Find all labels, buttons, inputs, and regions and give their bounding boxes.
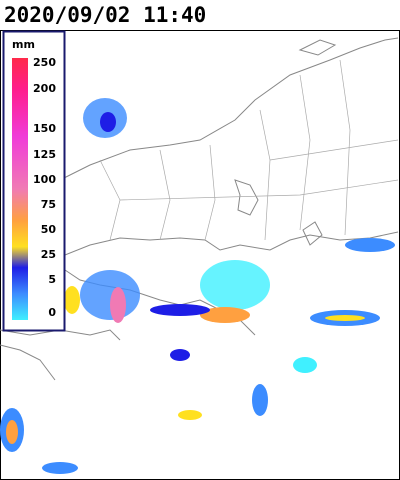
legend-label: 100 [33,173,56,186]
rain-echoes [0,98,395,474]
prefecture-borders [99,59,399,241]
legend-label: 0 [48,306,56,319]
legend-label: 75 [41,198,56,211]
coastlines [0,37,399,381]
legend-label: 200 [33,82,56,95]
legend-label: 50 [41,223,57,236]
legend-unit: mm [12,38,35,51]
legend-label: 250 [33,56,56,69]
legend-label: 150 [33,122,56,135]
legend-label: 125 [33,148,56,161]
map-frame [0,30,400,480]
timestamp: 2020/09/02 11:40 [4,3,206,27]
timestamp-bg [0,0,258,30]
legend-label: 25 [41,248,56,261]
legend-label: 5 [48,273,56,286]
